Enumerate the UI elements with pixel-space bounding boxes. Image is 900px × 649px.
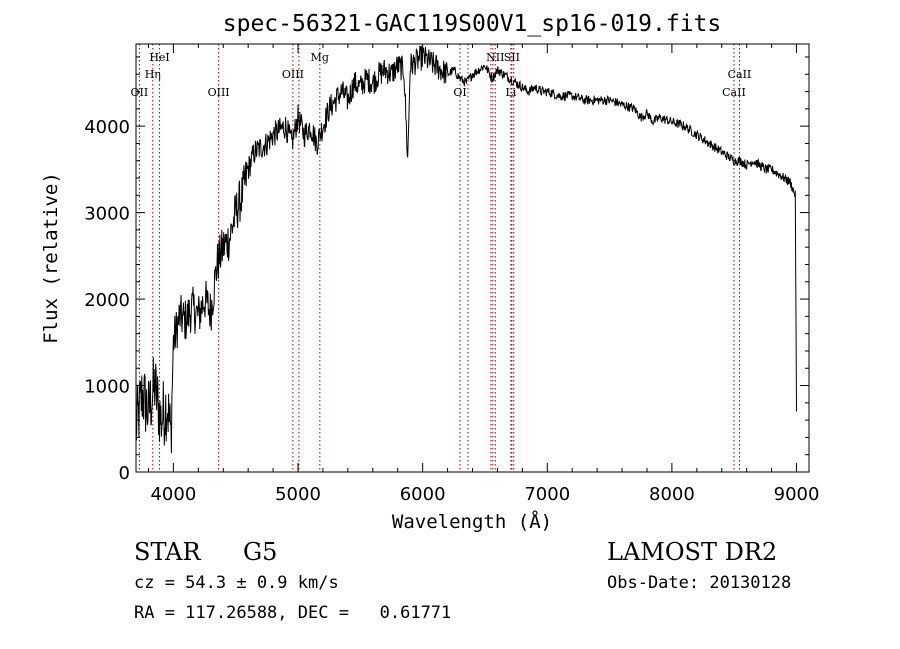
x-tick-label-4: 8000 [649,484,695,505]
line-label-16: CaII [728,68,752,81]
chart-title: spec-56321-GAC119S00V1_sp16-019.fits [223,11,722,37]
y-tick-label-4: 4000 [84,117,130,138]
line-label-11: NII [486,51,504,64]
line-label-2: HeI [149,51,169,64]
plot-frame [135,43,810,473]
x-tick-label-3: 7000 [524,484,570,505]
redshift-velocity: cz = 54.3 ± 0.9 km/s [134,573,339,593]
line-label-7: OI [453,86,466,99]
y-tick-label-1: 1000 [84,377,130,398]
y-tick-label-3: 3000 [84,204,130,225]
x-axis-label: Wavelength (Å) [392,510,552,533]
x-tick-label-5: 9000 [774,484,820,505]
object-class: STAR [134,538,201,566]
axes [135,43,810,473]
line-label-6: Mg [311,51,329,64]
line-label-13: SII [504,51,520,64]
line-label-12: Li [505,86,516,99]
x-tick-label-0: 4000 [150,484,196,505]
line-label-3: OIII [208,86,230,99]
line-label-1: Hη [145,68,161,81]
line-label-4: OIII [282,68,304,81]
object-subclass: G5 [243,538,278,566]
y-tick-label-0: 0 [119,463,130,484]
survey-name: LAMOST DR2 [607,538,778,566]
coordinates: RA = 117.26588, DEC = 0.61771 [134,603,452,623]
y-tick-label-2: 2000 [84,290,130,311]
emission-line-markers: OII Hη HeI OIII OIII Mg OI NII Li SII CaII CaII [131,44,752,472]
y-axis-label: Flux (relative) [40,172,62,344]
spectrum-series [135,45,797,454]
x-tick-label-1: 5000 [275,484,321,505]
x-tick-label-2: 6000 [400,484,446,505]
line-label-0: OII [131,86,149,99]
line-label-15: CaII [722,86,746,99]
ticks: 4000 5000 6000 7000 8000 9000 0 1000 2000 3000 400… [84,44,819,505]
spectrum-line-0 [135,45,797,454]
observation-date: Obs-Date: 20130128 [607,573,792,593]
